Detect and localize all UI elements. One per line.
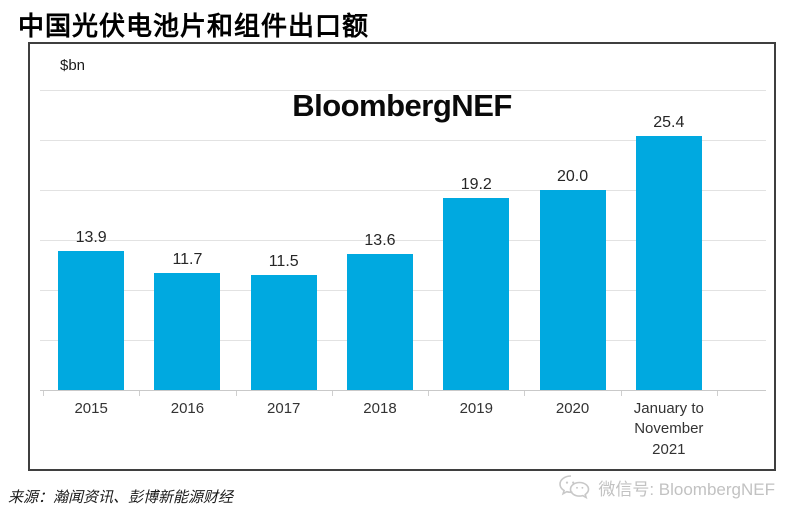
bar-value-label: 11.5	[268, 253, 299, 270]
x-axis-line	[40, 390, 766, 391]
bar	[58, 251, 125, 390]
axis-tick	[139, 391, 141, 396]
y-axis-unit-label: $bn	[60, 57, 86, 74]
bar-value-label: 20.0	[556, 168, 589, 185]
chart-frame: $bn BloombergNEF 13.9 11.7 11.5 13.6 19.2 20.…	[28, 42, 776, 471]
bar-value-label: 19.2	[460, 176, 492, 193]
x-axis-label: 2015	[74, 400, 108, 417]
bar-value-label: 11.7	[172, 251, 203, 268]
gridline	[40, 240, 766, 241]
axis-tick	[717, 391, 718, 396]
axis-tick	[620, 391, 622, 396]
bar-column: 25.4	[621, 90, 717, 390]
wechat-icon	[559, 475, 590, 500]
wechat-label: 微信号: BloombergNEF	[598, 479, 775, 499]
bar-column: 19.2	[428, 90, 524, 390]
bar	[154, 273, 221, 390]
bar	[346, 254, 413, 390]
x-axis-label: 2018	[363, 400, 397, 417]
plot-area: 13.9 11.7 11.5 13.6 19.2 20.0 25.4	[43, 90, 717, 390]
bar-column: 13.9	[43, 90, 139, 390]
bar	[635, 136, 702, 390]
bar	[539, 190, 606, 390]
watermark-bloombergnef: BloombergNEF	[292, 88, 512, 123]
bar-value-label: 13.9	[75, 229, 107, 246]
bar-column: 13.6	[332, 90, 428, 390]
wechat-badge: 微信号: BloombergNEF	[558, 472, 775, 502]
axis-tick	[331, 391, 333, 396]
axis-tick	[524, 391, 526, 396]
source-note: 来源：瀚闻资讯、彭博新能源财经	[8, 489, 234, 506]
x-axis-label: 2016	[170, 400, 205, 417]
bar	[250, 275, 317, 390]
bar-column: 11.7	[139, 90, 235, 390]
gridline	[40, 140, 766, 141]
x-axis-label: 2017	[267, 400, 301, 417]
x-axis-label: 2019	[459, 400, 493, 417]
axis-tick	[43, 391, 44, 396]
bar-value-label: 13.6	[364, 232, 396, 249]
x-axis-label: 2020	[555, 400, 590, 417]
page-title: 中国光伏电池片和组件出口额	[18, 11, 370, 41]
gridline	[40, 190, 766, 191]
bar-value-label: 25.4	[653, 114, 685, 131]
x-axis-label: January to November 2021	[633, 400, 704, 458]
axis-tick	[235, 391, 237, 396]
axis-tick	[428, 391, 430, 396]
gridline	[40, 90, 766, 91]
x-axis-labels: 2015 2016 2017 2018 2019 2020 January to Novem…	[43, 399, 717, 460]
bar-column: 11.5	[236, 90, 332, 390]
bar	[443, 198, 510, 390]
bar-column: 20.0	[524, 90, 620, 390]
